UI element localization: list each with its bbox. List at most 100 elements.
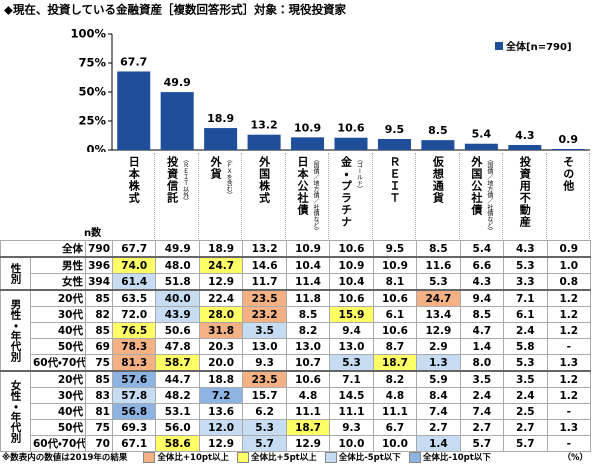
y-tick-label: 100% (70, 27, 106, 41)
value-label: 9.5 (385, 123, 405, 136)
table-cell: 9.5 (372, 240, 418, 258)
table-cell: 8.2 (372, 370, 418, 388)
table-cell: 48.2 (155, 387, 200, 404)
footer: ※数表内の数値は2019年の結果 全体比+10pt以上 全体比+5pt以上 全体比-… (2, 451, 592, 463)
y-tick-label: 0% (86, 143, 106, 153)
table-row: 40代 85 76.5 50.6 31.8 3.5 8.2 9.4 10.6 12.9 4.7 2.4… (1, 322, 591, 339)
table-cell: 56.0 (155, 419, 200, 436)
row-label: 50代 (30, 419, 86, 436)
table-cell: 20.0 (198, 354, 244, 372)
category-label: 投資信託 （ＲＥＩＴ以外） (155, 153, 199, 239)
y-tick-label: 25% (78, 114, 106, 128)
table-cell: 1.4 (416, 435, 461, 452)
footer-note: ※数表内の数値は2019年の結果 (2, 453, 128, 463)
row-n: 85 (85, 370, 113, 388)
row-n: 69 (85, 338, 113, 355)
table-cell: 5.7 (459, 435, 505, 452)
table-cell: 6.7 (372, 419, 418, 436)
table-cell: 5.3 (242, 419, 287, 436)
table-cell: 58.6 (155, 435, 200, 452)
table-cell: 51.8 (155, 273, 200, 291)
bar (334, 137, 368, 150)
row-n: 82 (85, 306, 113, 323)
table-cell: 14.5 (329, 387, 374, 404)
table-cell: 63.5 (111, 289, 157, 307)
table-cell: 2.4 (503, 387, 548, 404)
legend-swatch (408, 451, 421, 463)
row-label: 40代 (30, 403, 86, 420)
table-cell: 72.0 (111, 306, 157, 323)
table-cell: 11.1 (329, 403, 374, 420)
table-cell: 1.3 (546, 354, 591, 372)
table-cell: 8.1 (372, 273, 418, 291)
row-label: 20代 (30, 370, 86, 388)
table-cell: 10.4 (285, 256, 331, 274)
table-cell: 24.7 (198, 256, 244, 274)
table-cell: 0.9 (546, 240, 591, 258)
value-label: 10.9 (294, 121, 321, 134)
category-name: 外国公社債 (469, 156, 483, 216)
color-legend: 全体比+10pt以上 全体比+5pt以上 全体比-5pt以下 全体比-10pt以下 (135, 451, 491, 463)
table-row: 30代 83 57.8 48.2 7.2 15.7 4.8 14.5 4.8 8.4 2.4 2.4 1… (1, 387, 591, 404)
category-note: （国債／地方債／社債など） (312, 156, 320, 234)
table-cell: 10.9 (372, 256, 418, 274)
table-row: 40代 81 56.8 53.1 13.6 6.2 11.1 11.1 11.1 7.4 7.4 2.… (1, 403, 591, 420)
table-row: 60代・70代 75 81.3 58.7 20.0 9.3 10.7 5.3 18.7 1.3 8.… (1, 354, 591, 372)
table-cell: 7.4 (459, 403, 505, 420)
table-cell: 3.5 (503, 370, 548, 388)
legend-swatch (143, 451, 156, 463)
row-label: 女性 (30, 273, 86, 291)
table-cell: 76.5 (111, 322, 157, 339)
legend-label: 全体比+10pt以上 (157, 453, 230, 463)
table-cell: 13.6 (198, 403, 244, 420)
table-cell: 48.0 (155, 256, 200, 274)
table-cell: 14.6 (242, 256, 287, 274)
bar (377, 138, 411, 150)
value-label: 18.9 (207, 112, 234, 125)
value-label: 10.6 (337, 122, 364, 135)
table-cell: 5.3 (329, 354, 374, 372)
bar (247, 134, 281, 150)
category-name: 日本公社債 (296, 156, 310, 216)
table-cell: 8.7 (372, 338, 418, 355)
table-row: 50代 69 78.3 47.8 20.3 13.0 13.0 13.0 8.7 2.9 1.4 5.… (1, 338, 591, 355)
table-cell: 7.2 (198, 387, 244, 404)
bar (551, 148, 585, 150)
row-n: 790 (85, 240, 113, 258)
table-cell: 10.0 (329, 435, 374, 452)
table-row: 男性・年代別 20代 85 63.5 40.0 22.4 23.5 11.8 10.6 10.6 2… (0, 289, 591, 372)
table-row: 女性 394 61.4 51.8 12.9 11.7 11.4 10.4 8.1 5.3 4.3 3.… (1, 273, 591, 291)
table-cell: 43.9 (155, 306, 200, 323)
table-cell: 10.6 (372, 289, 418, 307)
table-cell: 13.0 (329, 338, 374, 355)
table-cell: 49.9 (155, 240, 200, 258)
table-cell: 6.6 (459, 256, 505, 274)
table-cell: 44.7 (155, 370, 200, 388)
table-cell: 10.6 (329, 240, 374, 258)
table-cell: 53.1 (155, 403, 200, 420)
table-cell: 3.5 (459, 370, 505, 388)
row-n: 396 (85, 256, 113, 274)
table-cell: 3.5 (242, 322, 287, 339)
table-cell: 13.2 (242, 240, 287, 258)
table-cell: 13.4 (416, 306, 461, 323)
table-cell: 6.2 (242, 403, 287, 420)
value-label: 49.9 (164, 76, 191, 89)
table-cell: 9.4 (329, 322, 374, 339)
table-cell: 5.8 (503, 338, 548, 355)
table-cell: 2.7 (503, 419, 548, 436)
table-cell: 11.4 (285, 273, 331, 291)
table-cell: 9.4 (459, 289, 505, 307)
table-cell: - (546, 338, 591, 355)
unit: （%） (562, 453, 588, 463)
table-cell: - (546, 403, 591, 420)
table-cell: 6.1 (503, 306, 548, 323)
table-cell: 28.0 (198, 306, 244, 323)
table-cell: 23.2 (242, 306, 287, 323)
table-cell: 10.6 (285, 370, 331, 388)
row-n: 85 (85, 322, 113, 339)
data-table: 全体 790 67.7 49.9 18.9 13.2 10.9 10.6 9.5 8.5 5.4 4.… (0, 240, 591, 452)
category-label: 日本公社債 （国債／地方債／社債など） (286, 153, 330, 239)
table-cell: 10.9 (285, 240, 331, 258)
